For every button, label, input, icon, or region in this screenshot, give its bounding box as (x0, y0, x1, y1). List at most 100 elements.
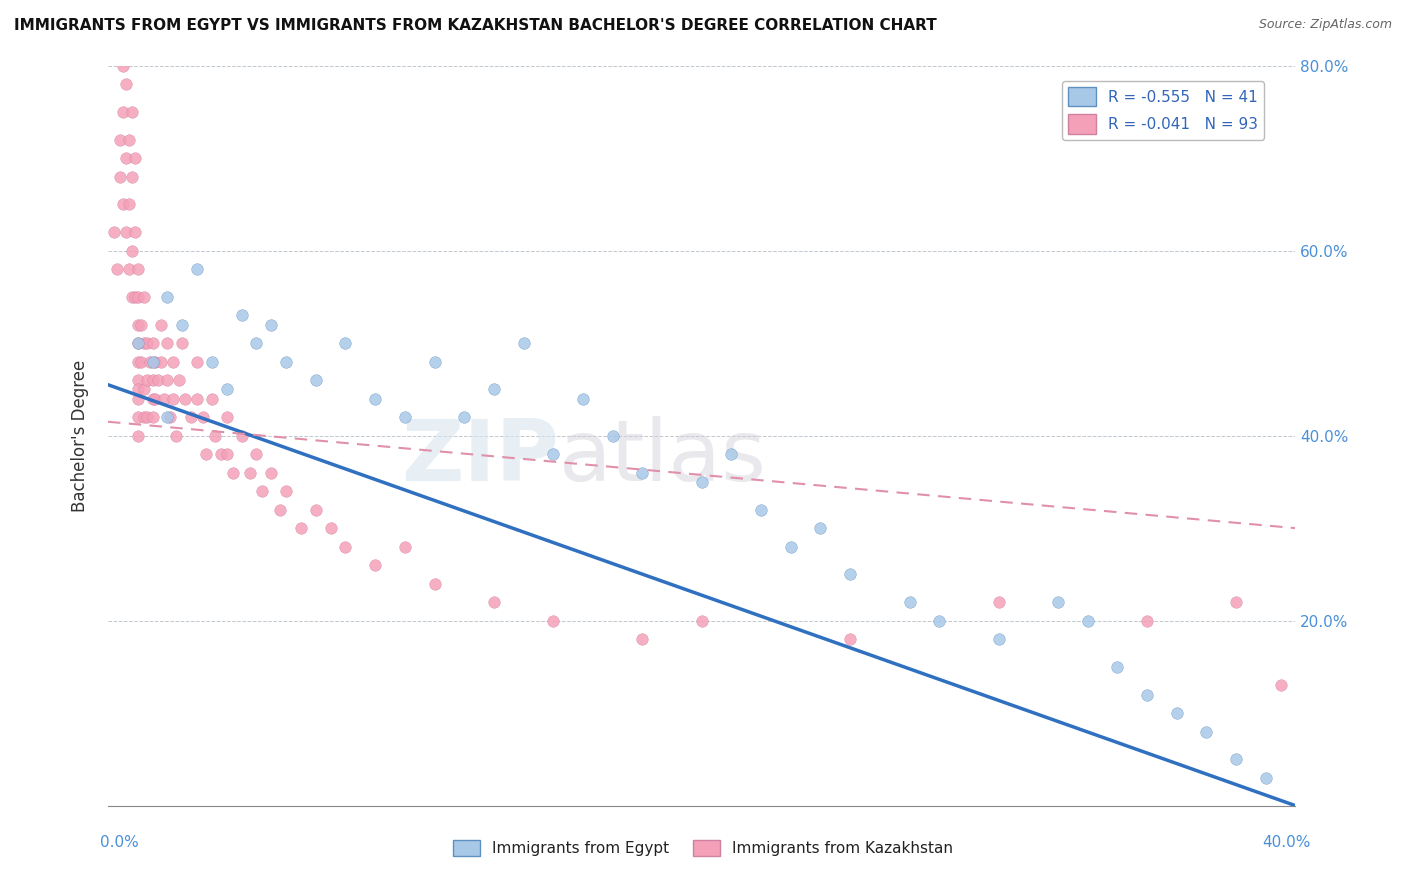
Point (180, 410, 202, 425)
Point (245, 447, 267, 461)
Point (124, 151, 146, 165)
Point (127, 428, 149, 442)
Point (127, 392, 149, 406)
Point (141, 354, 163, 368)
Point (1136, 688, 1159, 702)
Point (1270, 678, 1292, 692)
Point (305, 373, 328, 387)
Point (156, 410, 179, 425)
Point (186, 354, 208, 368)
Point (145, 392, 167, 406)
Point (1166, 706, 1188, 720)
Point (204, 428, 226, 442)
Point (239, 466, 262, 480)
Point (114, 151, 136, 165)
Point (810, 521, 832, 535)
Point (720, 447, 742, 461)
Point (898, 595, 921, 609)
Text: Source: ZipAtlas.com: Source: ZipAtlas.com (1258, 18, 1392, 31)
Point (928, 614, 950, 628)
Legend: R = -0.555   N = 41, R = -0.041   N = 93: R = -0.555 N = 41, R = -0.041 N = 93 (1062, 80, 1264, 140)
Point (132, 290, 155, 304)
Point (132, 336, 155, 351)
Point (127, 410, 149, 425)
Point (453, 410, 475, 425)
Text: IMMIGRANTS FROM EGYPT VS IMMIGRANTS FROM KAZAKHSTAN BACHELOR'S DEGREE CORRELATIO: IMMIGRANTS FROM EGYPT VS IMMIGRANTS FROM… (14, 18, 936, 33)
Point (221, 466, 243, 480)
Point (174, 392, 197, 406)
Point (482, 595, 505, 609)
Point (631, 632, 654, 647)
Point (141, 336, 163, 351)
Point (1195, 724, 1218, 739)
Point (1225, 752, 1247, 766)
Point (127, 336, 149, 351)
Point (987, 595, 1010, 609)
Point (127, 383, 149, 397)
Point (394, 540, 416, 554)
Point (148, 373, 170, 387)
Point (108, 133, 131, 147)
Point (105, 262, 128, 277)
Point (129, 354, 152, 368)
Point (127, 262, 149, 277)
Point (364, 558, 387, 573)
Point (127, 336, 149, 351)
Point (1225, 595, 1247, 609)
Point (260, 466, 283, 480)
Point (245, 336, 267, 351)
Point (141, 410, 163, 425)
Point (172, 318, 194, 332)
Point (512, 336, 534, 351)
Point (215, 410, 238, 425)
Point (167, 373, 190, 387)
Point (1077, 614, 1099, 628)
Point (127, 373, 149, 387)
Point (114, 225, 136, 239)
Point (135, 373, 157, 387)
Point (274, 484, 297, 499)
Text: ZIP: ZIP (402, 417, 560, 500)
Point (186, 392, 208, 406)
Point (290, 521, 312, 535)
Point (156, 336, 179, 351)
Point (543, 614, 565, 628)
Point (150, 354, 173, 368)
Point (839, 632, 862, 647)
Point (118, 197, 141, 211)
Point (121, 169, 143, 184)
Point (121, 244, 143, 258)
Point (201, 354, 224, 368)
Point (231, 428, 253, 442)
Point (215, 447, 238, 461)
Point (132, 383, 155, 397)
Point (111, 104, 134, 119)
Point (482, 383, 505, 397)
Point (153, 392, 176, 406)
Point (364, 392, 387, 406)
Point (305, 502, 328, 516)
Point (749, 502, 772, 516)
Point (631, 466, 654, 480)
Point (159, 410, 181, 425)
Point (150, 318, 173, 332)
Point (1107, 660, 1129, 674)
Point (141, 373, 163, 387)
Point (165, 428, 187, 442)
Point (156, 290, 179, 304)
Point (231, 309, 253, 323)
Point (124, 290, 146, 304)
Point (209, 447, 232, 461)
Point (839, 567, 862, 582)
Y-axis label: Bachelor's Degree: Bachelor's Degree (72, 359, 89, 512)
Point (572, 392, 595, 406)
Legend: Immigrants from Egypt, Immigrants from Kazakhstan: Immigrants from Egypt, Immigrants from K… (447, 834, 959, 862)
Point (987, 632, 1010, 647)
Point (1254, 771, 1277, 785)
Point (690, 475, 713, 489)
Point (127, 290, 149, 304)
Point (127, 354, 149, 368)
Point (156, 373, 179, 387)
Point (135, 410, 157, 425)
Point (191, 410, 214, 425)
